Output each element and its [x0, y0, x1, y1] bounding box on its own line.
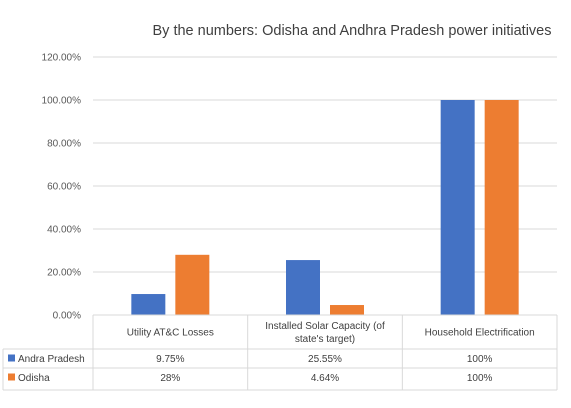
y-tick-label: 60.00% [47, 182, 81, 193]
data-label: 100% [467, 373, 493, 384]
y-tick-label: 40.00% [47, 225, 81, 236]
legend-key [8, 373, 15, 381]
legend-series-name: Odisha [18, 373, 50, 384]
bar [286, 260, 320, 315]
bar [440, 100, 475, 315]
legend-series-name: Andra Pradesh [18, 354, 85, 365]
data-label: 25.55% [308, 354, 342, 365]
bar [330, 305, 364, 315]
x-category-label: state's target) [295, 334, 355, 345]
bar [175, 254, 210, 315]
chart-title: By the numbers: Odisha and Andhra Prades… [153, 23, 552, 39]
y-tick-label: 100.00% [42, 96, 82, 107]
bar [484, 100, 519, 315]
data-label: 28% [160, 373, 180, 384]
data-label: 9.75% [156, 354, 184, 365]
x-category-label: Installed Solar Capacity (of [265, 321, 385, 332]
x-category-label: Utility AT&C Losses [127, 328, 214, 339]
data-label: 100% [467, 354, 493, 365]
data-label: 4.64% [311, 373, 339, 384]
legend-key [8, 354, 15, 362]
x-category-label: Household Electrification [425, 328, 535, 339]
y-tick-label: 0.00% [53, 311, 81, 322]
y-tick-label: 20.00% [47, 268, 81, 279]
y-tick-label: 120.00% [42, 53, 82, 64]
y-tick-label: 80.00% [47, 139, 81, 150]
bar [131, 294, 166, 315]
